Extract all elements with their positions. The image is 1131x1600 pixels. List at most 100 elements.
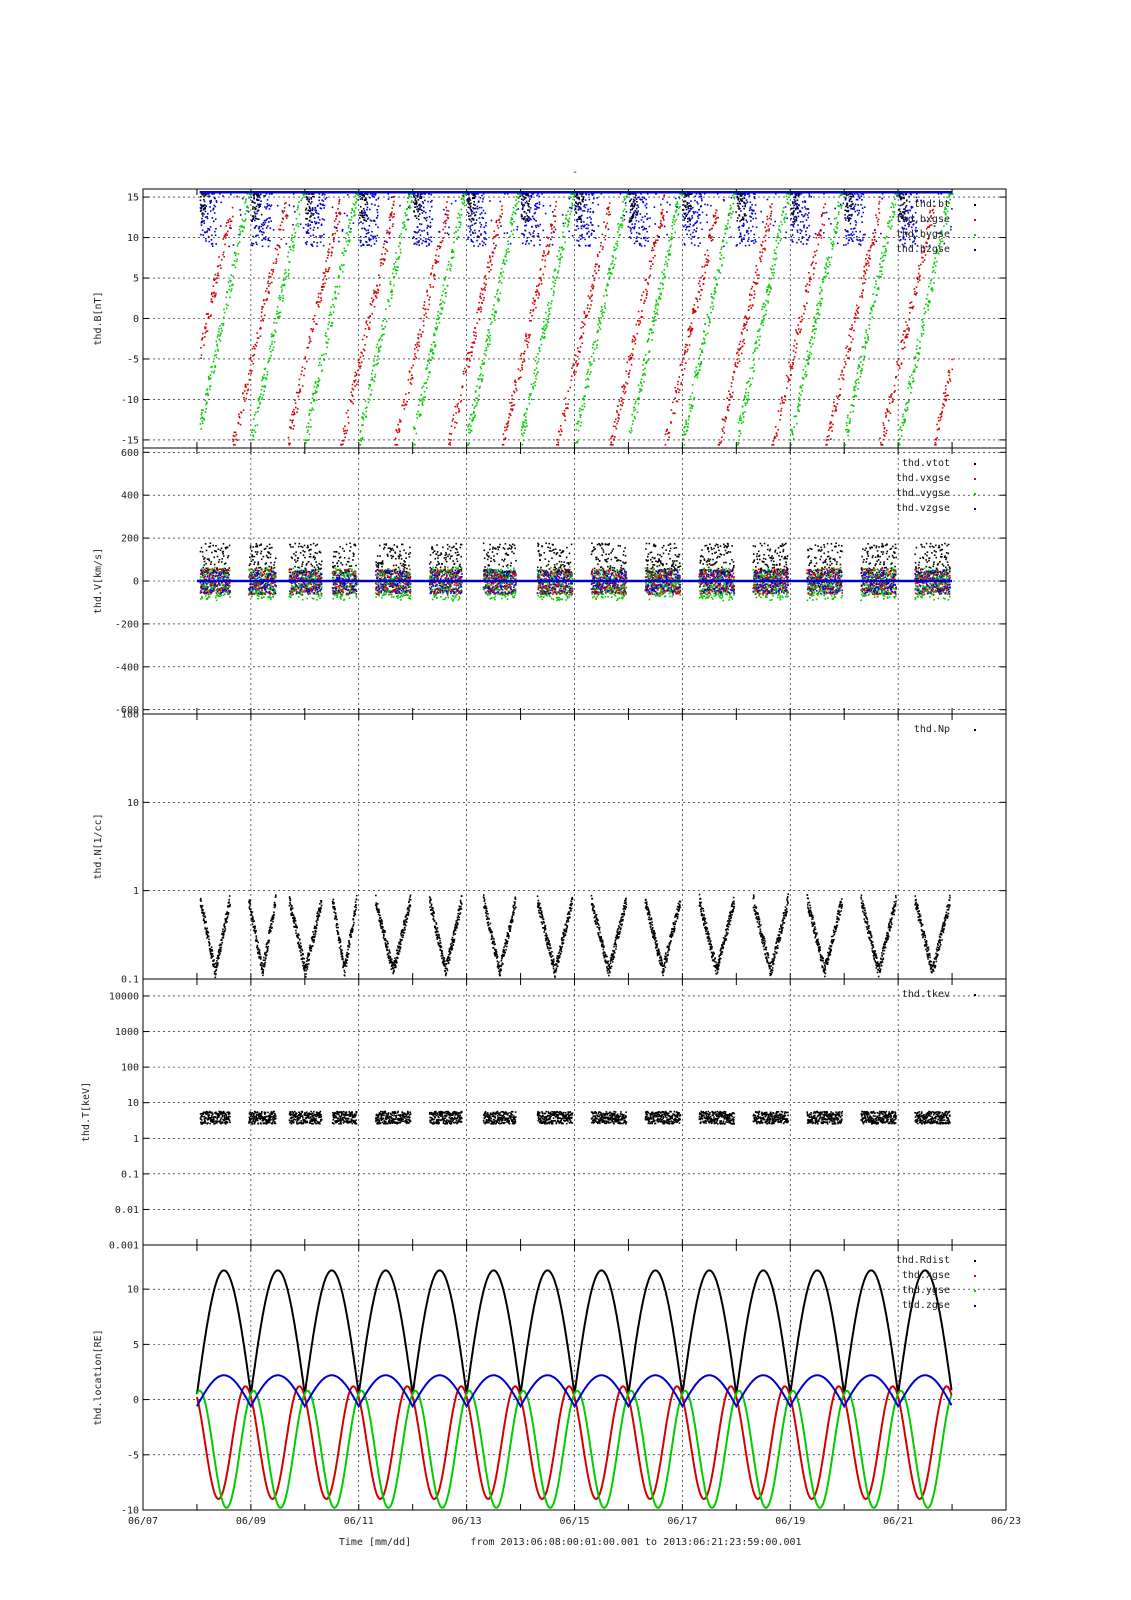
data-point: [754, 349, 756, 352]
data-point: [288, 204, 291, 207]
data-point: [574, 208, 577, 211]
data-point: [774, 426, 777, 428]
data-point: [751, 203, 753, 206]
data-point: [698, 280, 701, 282]
data-point: [280, 286, 283, 288]
data-point: [567, 219, 569, 222]
data-point: [258, 203, 261, 206]
data-point: [550, 302, 552, 305]
data-point: [668, 432, 671, 434]
data-point: [332, 240, 335, 243]
data-point: [624, 202, 627, 204]
data-point: [673, 216, 675, 219]
data-point: [561, 430, 563, 433]
data-point: [309, 216, 311, 218]
data-point: [793, 216, 796, 218]
data-point: [706, 221, 709, 224]
data-point: [631, 340, 634, 343]
data-point: [534, 300, 536, 303]
data-point: [487, 345, 489, 348]
data-point: [244, 384, 247, 386]
data-point: [501, 205, 503, 207]
data-point: [774, 436, 777, 439]
data-point: [740, 239, 743, 242]
data-point: [760, 260, 762, 263]
data-point: [225, 307, 228, 310]
data-point: [706, 264, 709, 267]
data-point: [794, 219, 796, 221]
data-point: [804, 289, 807, 292]
data-point: [777, 410, 780, 413]
data-point: [630, 357, 633, 360]
data-point: [203, 207, 206, 210]
data-point: [276, 248, 278, 251]
data-point: [683, 427, 685, 429]
data-point: [515, 381, 517, 384]
data-point: [591, 288, 594, 290]
data-point: [745, 202, 747, 205]
data-point: [667, 258, 670, 261]
data-point: [710, 228, 713, 230]
data-point: [561, 412, 564, 415]
data-point: [412, 358, 415, 360]
data-point: [782, 210, 784, 212]
data-point: [315, 386, 318, 389]
data-point: [629, 356, 632, 359]
data-point: [547, 301, 550, 304]
data-point: [241, 226, 243, 228]
data-point: [313, 241, 315, 243]
data-point: [376, 285, 378, 287]
data-point: [220, 259, 223, 261]
data-point: [684, 343, 687, 346]
data-point: [459, 223, 462, 226]
data-point: [441, 240, 444, 242]
data-point: [276, 310, 278, 313]
data-point: [266, 371, 269, 373]
data-point: [766, 215, 769, 218]
data-point: [827, 429, 830, 431]
data-point: [542, 336, 545, 339]
data-point: [718, 441, 721, 444]
data-point: [561, 214, 564, 216]
data-point: [478, 206, 481, 209]
data-point: [792, 363, 794, 366]
data-point: [722, 198, 725, 201]
data-point: [576, 239, 578, 242]
data-point: [636, 211, 639, 214]
data-point: [268, 221, 270, 223]
data-point: [462, 370, 465, 373]
data-point: [661, 212, 663, 215]
data-point: [629, 230, 632, 232]
data-point: [698, 369, 701, 372]
data-point: [548, 245, 550, 248]
data-point: [239, 225, 242, 227]
data-point: [633, 340, 636, 342]
data-point: [262, 378, 264, 380]
data-point: [483, 363, 485, 365]
data-point: [470, 425, 472, 427]
data-point: [447, 260, 450, 263]
data-point: [201, 420, 204, 423]
data-point: [540, 282, 543, 285]
data-point: [800, 328, 802, 331]
data-point: [795, 216, 798, 219]
data-point: [308, 198, 310, 201]
data-point: [635, 240, 637, 243]
data-point: [387, 198, 390, 200]
data-point: [628, 200, 631, 203]
data-point: [363, 227, 365, 230]
data-point: [346, 232, 348, 234]
data-point: [730, 196, 733, 199]
data-point: [652, 331, 655, 334]
data-point: [431, 348, 434, 351]
data-point: [578, 245, 581, 247]
data-point: [256, 407, 259, 409]
data-point: [734, 193, 736, 195]
data-point: [265, 236, 267, 238]
data-point: [689, 325, 691, 328]
data-point: [211, 301, 214, 304]
data-point: [490, 323, 492, 325]
data-point: [742, 193, 745, 195]
data-point: [631, 223, 633, 225]
data-point: [472, 232, 474, 235]
